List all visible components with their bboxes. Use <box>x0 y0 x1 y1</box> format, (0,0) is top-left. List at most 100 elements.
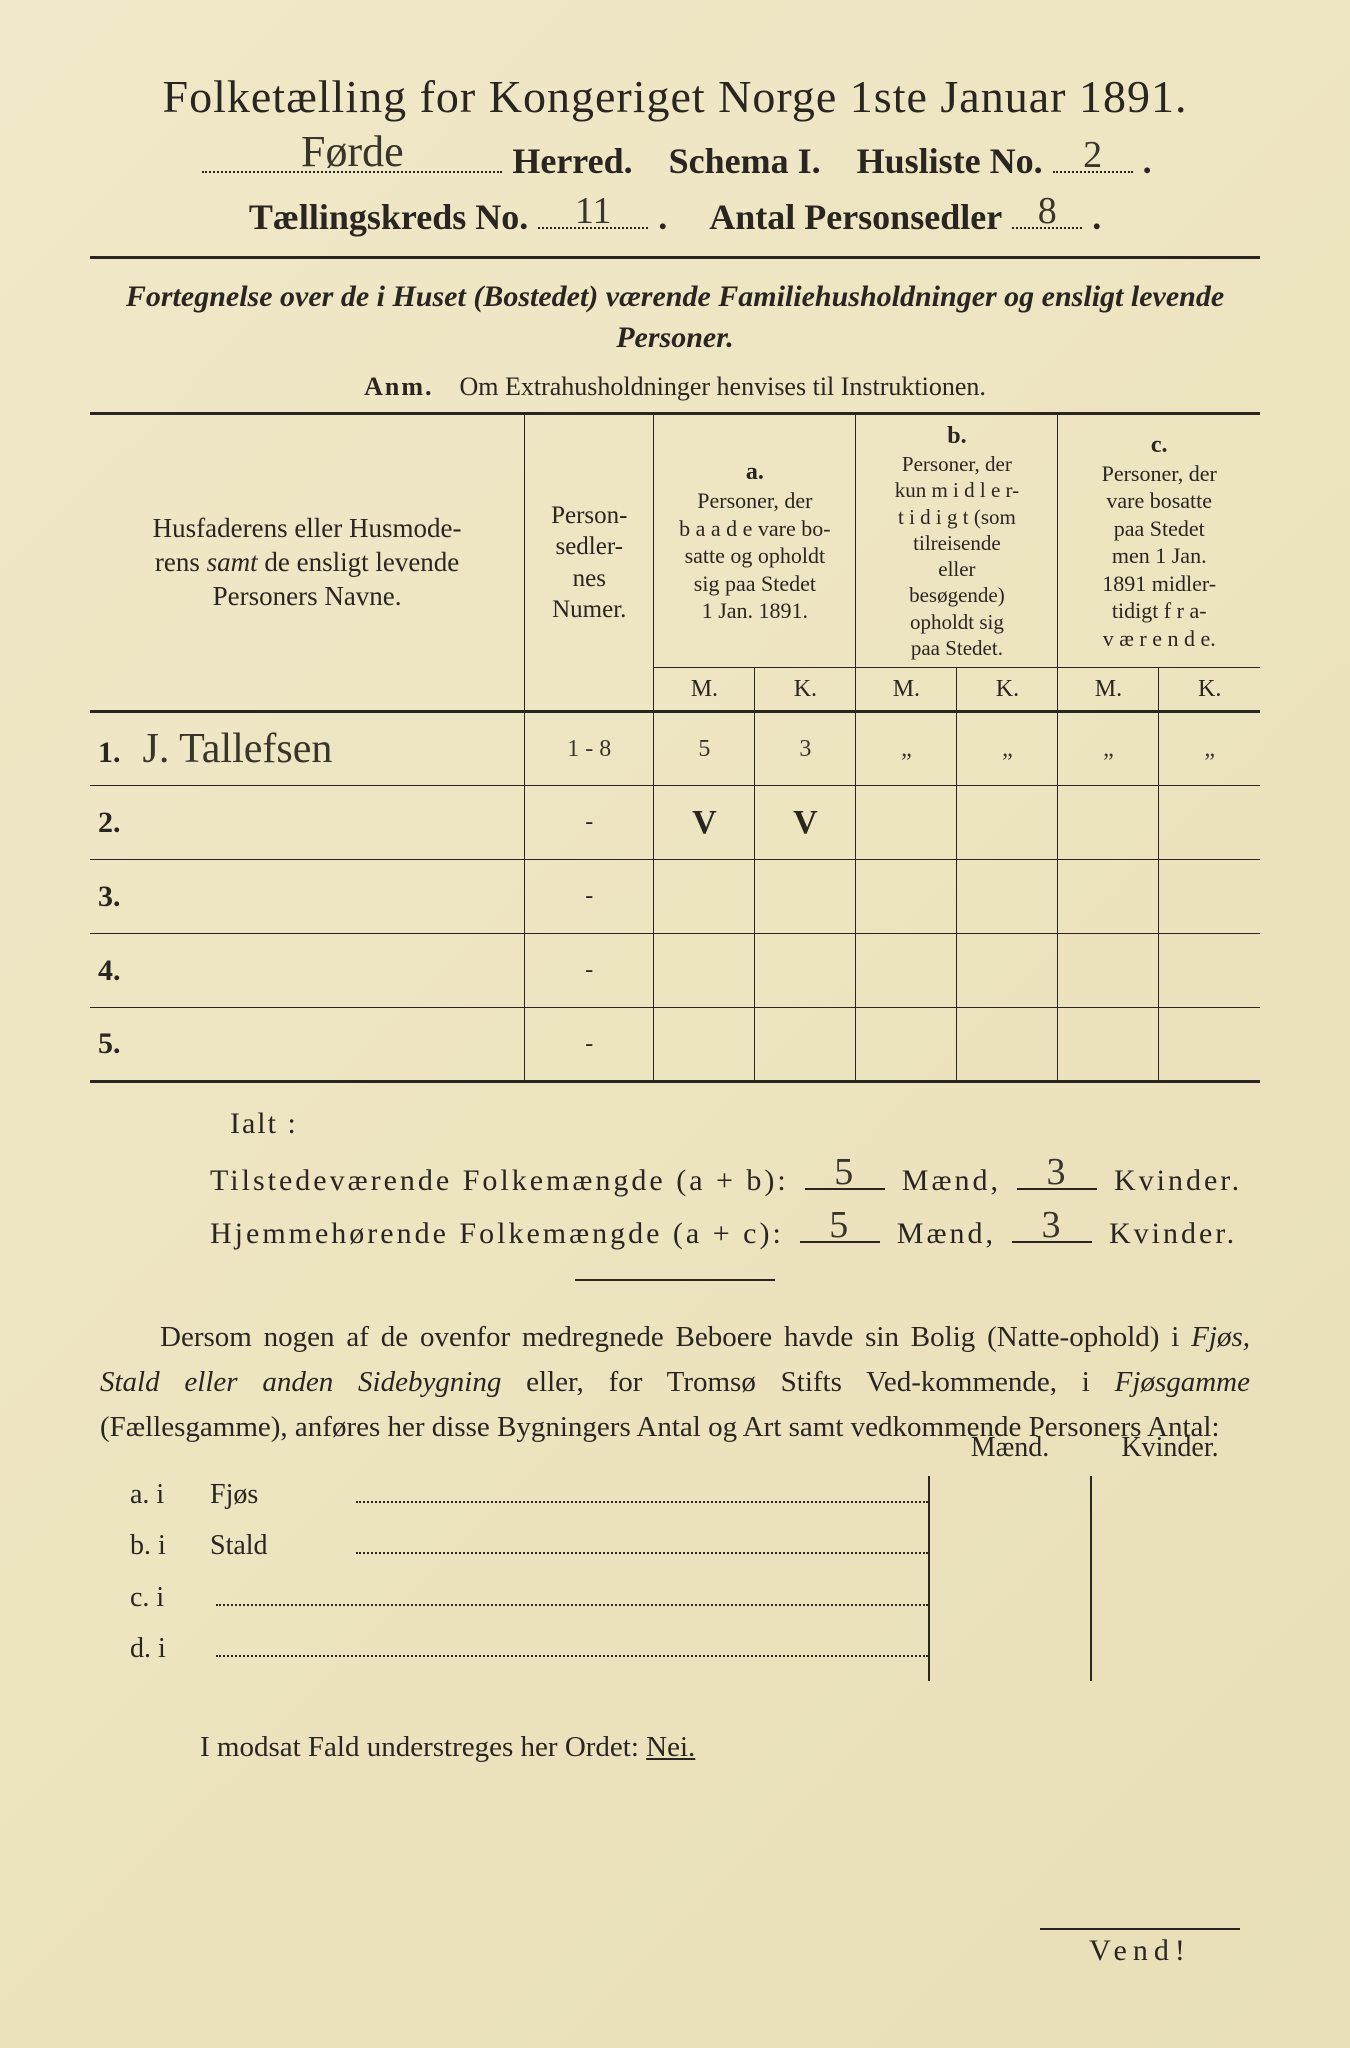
cell-bk <box>957 1008 1058 1082</box>
cell-name: 2. <box>90 786 525 860</box>
ialt-line-1: Tilstedeværende Folkemængde (a + b): 5 M… <box>210 1155 1260 1198</box>
household-table: Husfaderens eller Husmode-rens samt de e… <box>90 412 1260 1083</box>
fortegnelse-heading: Fortegnelse over de i Huset (Bostedet) v… <box>120 277 1230 358</box>
field-m2: 5 <box>800 1208 880 1243</box>
cell-name: 5. <box>90 1008 525 1082</box>
anm-line: Anm. Om Extrahusholdninger henvises til … <box>90 372 1260 402</box>
antal-field: 8 <box>1012 188 1082 230</box>
short-rule <box>575 1279 775 1281</box>
schema-label: Schema I. <box>669 140 821 182</box>
th-b-k: K. <box>957 668 1058 712</box>
th-c-k: K. <box>1159 668 1260 712</box>
cell-ak: 3 <box>755 712 856 786</box>
cell-ck: „ <box>1159 712 1260 786</box>
th-a-k: K. <box>755 668 856 712</box>
field-m1: 5 <box>805 1155 885 1190</box>
cell-am <box>654 860 755 934</box>
totals-block: Ialt : Tilstedeværende Folkemængde (a + … <box>210 1107 1260 1251</box>
cell-bm <box>856 1008 957 1082</box>
nei-word: Nei. <box>646 1731 695 1763</box>
dots <box>356 1527 928 1554</box>
husliste-label: Husliste No. <box>857 140 1043 182</box>
cell-name: 3. <box>90 860 525 934</box>
table-row: 2. - V V <box>90 786 1260 860</box>
hdr-kvinder: Kvinder. <box>1090 1432 1250 1464</box>
lower-left: a. i Fjøs b. i Stald c. i d. i <box>130 1476 928 1681</box>
cell-num: 1 - 8 <box>525 712 654 786</box>
table-row: 1. J. Tallefsen 1 - 8 5 3 „ „ „ „ <box>90 712 1260 786</box>
husliste-field: 2 <box>1053 131 1133 173</box>
cell-am: 5 <box>654 712 755 786</box>
cell-ak: V <box>755 786 856 860</box>
lower-row-d: d. i <box>130 1630 928 1665</box>
cell-cm <box>1058 1008 1159 1082</box>
lower-row-c: c. i <box>130 1578 928 1613</box>
cell-am <box>654 934 755 1008</box>
lower-table: a. i Fjøs b. i Stald c. i d. i Mænd. K <box>130 1476 1250 1681</box>
cell-cm <box>1058 860 1159 934</box>
kreds-handwritten: 11 <box>575 189 612 233</box>
hdr-maend: Mænd. <box>930 1432 1090 1464</box>
cell-cm: „ <box>1058 712 1159 786</box>
th-c: c. Personer, dervare bosattepaa Stedetme… <box>1058 414 1260 668</box>
dots <box>216 1578 928 1605</box>
lower-right: Mænd. Kvinder. <box>928 1476 1250 1681</box>
cell-bm <box>856 786 957 860</box>
vertical-divider <box>1090 1476 1092 1681</box>
dots <box>356 1476 928 1503</box>
rule-1 <box>90 256 1260 259</box>
cell-name: 1. J. Tallefsen <box>90 712 525 786</box>
cell-am <box>654 1008 755 1082</box>
cell-bk <box>957 860 1058 934</box>
modsat-line: I modsat Fald understreges her Ordet: Ne… <box>200 1731 1260 1764</box>
field-k1: 3 <box>1017 1155 1097 1190</box>
th-a-m: M. <box>654 668 755 712</box>
antal-handwritten: 8 <box>1038 189 1057 233</box>
cell-ak <box>755 860 856 934</box>
kreds-field: 11 <box>538 188 648 230</box>
cell-num: - <box>525 934 654 1008</box>
ialt-title: Ialt : <box>230 1107 1260 1141</box>
kreds-label: Tællingskreds No. <box>249 196 528 238</box>
herred-label: Herred. <box>512 140 632 182</box>
cell-ck <box>1159 860 1260 934</box>
table-body: 1. J. Tallefsen 1 - 8 5 3 „ „ „ „ 2. - V… <box>90 712 1260 1082</box>
dot: . <box>1143 140 1152 182</box>
th-b-m: M. <box>856 668 957 712</box>
field-k2: 3 <box>1012 1208 1092 1243</box>
th-numer: Person-sedler-nesNumer. <box>525 414 654 712</box>
herred-handwritten: Førde <box>301 126 404 177</box>
anm-text: Om Extrahusholdninger henvises til Instr… <box>459 372 985 401</box>
cell-am: V <box>654 786 755 860</box>
cell-cm <box>1058 786 1159 860</box>
header-row-1: Førde Herred. Schema I. Husliste No. 2 . <box>90 131 1260 182</box>
herred-field: Førde <box>202 131 502 173</box>
th-b: b. Personer, derkun m i d l e r-t i d i … <box>856 414 1058 668</box>
cell-bm <box>856 860 957 934</box>
cell-ck <box>1159 786 1260 860</box>
table-row: 3. - <box>90 860 1260 934</box>
husliste-handwritten: 2 <box>1083 133 1102 177</box>
th-c-m: M. <box>1058 668 1159 712</box>
antal-label: Antal Personsedler <box>709 196 1002 238</box>
census-form-page: Folketælling for Kongeriget Norge 1ste J… <box>0 0 1350 2048</box>
cell-bk <box>957 934 1058 1008</box>
dot: . <box>1092 196 1101 238</box>
cell-bk: „ <box>957 712 1058 786</box>
table-row: 4. - <box>90 934 1260 1008</box>
lower-right-header: Mænd. Kvinder. <box>930 1432 1250 1464</box>
cell-num: - <box>525 860 654 934</box>
cell-cm <box>1058 934 1159 1008</box>
vend-label: Vend! <box>1040 1928 1240 1968</box>
dot: . <box>658 196 667 238</box>
lower-row-a: a. i Fjøs <box>130 1476 928 1511</box>
cell-bm: „ <box>856 712 957 786</box>
cell-bk <box>957 786 1058 860</box>
ialt-line-2: Hjemmehørende Folkemængde (a + c): 5 Mæn… <box>210 1208 1260 1251</box>
instructions-paragraph: Dersom nogen af de ovenfor medregnede Be… <box>100 1315 1250 1450</box>
header-row-2: Tællingskreds No. 11 . Antal Personsedle… <box>90 188 1260 239</box>
th-a: a. Personer, derb a a d e vare bo-satte … <box>654 414 856 668</box>
cell-ak <box>755 934 856 1008</box>
th-name: Husfaderens eller Husmode-rens samt de e… <box>90 414 525 712</box>
cell-ck <box>1159 1008 1260 1082</box>
